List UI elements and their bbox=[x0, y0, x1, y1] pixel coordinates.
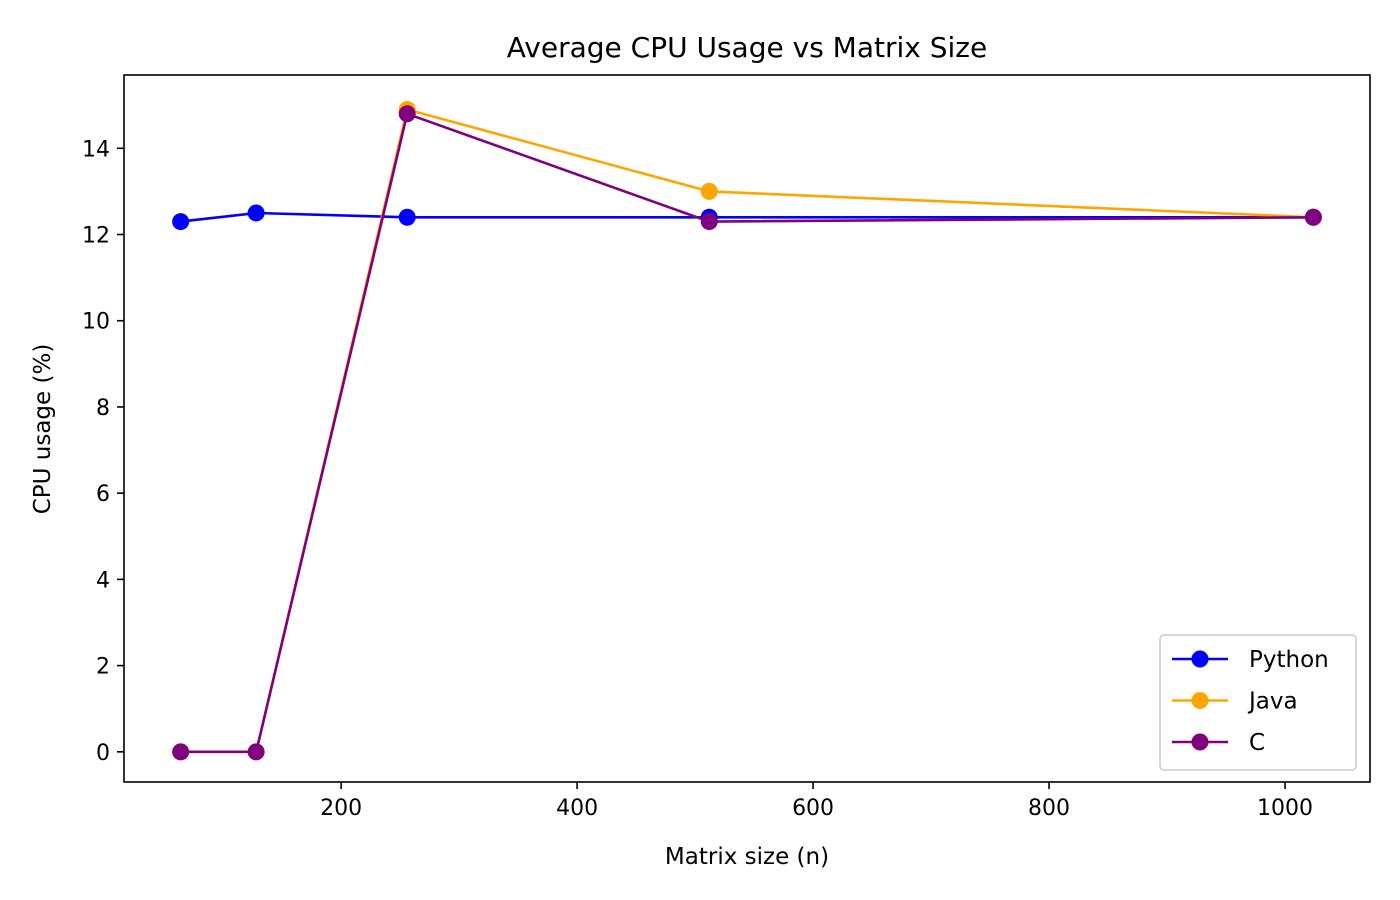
legend-swatch-marker-java bbox=[1191, 692, 1209, 709]
x-tick-label: 400 bbox=[556, 796, 598, 821]
data-point-python bbox=[247, 204, 265, 222]
y-tick-label: 0 bbox=[96, 741, 110, 766]
plot-area-frame bbox=[123, 74, 1371, 783]
data-point-c bbox=[700, 213, 718, 231]
axis-ticks: 200 400 600 800 1000 0 2 4 6 8 10 12 14 bbox=[82, 137, 1313, 821]
y-tick-label: 8 bbox=[96, 396, 110, 421]
legend-label-c: C bbox=[1249, 730, 1265, 756]
y-tick-label: 2 bbox=[96, 655, 110, 680]
legend-swatch-marker-python bbox=[1191, 650, 1209, 668]
data-point-python bbox=[172, 213, 190, 231]
y-tick-label: 10 bbox=[82, 310, 110, 335]
y-tick-label: 14 bbox=[82, 137, 110, 162]
data-point-c bbox=[398, 105, 416, 123]
y-axis-label: CPU usage (%) bbox=[30, 344, 56, 515]
y-tick-label: 4 bbox=[96, 568, 110, 593]
x-tick-label: 1000 bbox=[1257, 796, 1313, 821]
x-tick-label: 800 bbox=[1028, 796, 1070, 821]
data-point-c bbox=[172, 743, 190, 761]
x-axis-label: Matrix size (n) bbox=[665, 844, 829, 870]
data-point-c bbox=[1304, 208, 1322, 226]
data-point-python bbox=[398, 208, 416, 226]
legend-label-python: Python bbox=[1249, 647, 1329, 673]
chart-title: Average CPU Usage vs Matrix Size bbox=[507, 31, 987, 64]
y-tick-label: 12 bbox=[82, 224, 110, 249]
x-tick-label: 600 bbox=[792, 796, 834, 821]
legend-frame bbox=[1159, 634, 1357, 771]
legend: Python Java C bbox=[1159, 634, 1357, 771]
data-point-c bbox=[247, 743, 265, 761]
x-tick-label: 200 bbox=[320, 796, 362, 821]
legend-swatch-marker-c bbox=[1191, 733, 1209, 751]
series-line-java bbox=[180, 108, 1314, 754]
legend-label-java: Java bbox=[1247, 689, 1298, 715]
y-tick-label: 6 bbox=[96, 482, 110, 507]
series-group bbox=[172, 100, 1322, 761]
data-point-java bbox=[700, 182, 718, 200]
